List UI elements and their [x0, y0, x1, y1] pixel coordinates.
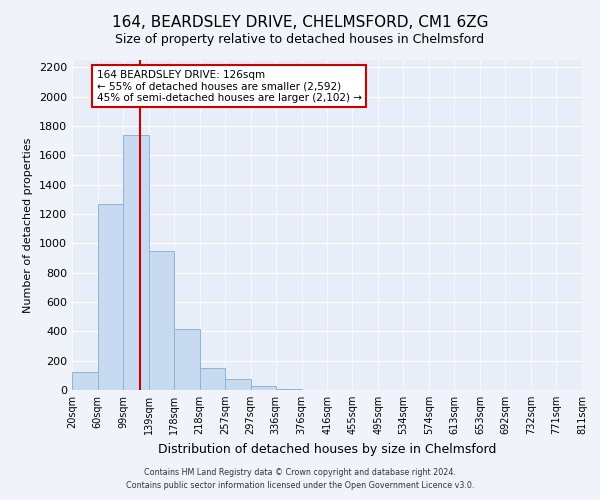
Bar — [225, 379, 251, 390]
Bar — [251, 386, 276, 390]
Bar — [149, 250, 174, 390]
Bar — [98, 204, 123, 390]
Bar — [72, 372, 98, 390]
Text: Contains HM Land Registry data © Crown copyright and database right 2024.
Contai: Contains HM Land Registry data © Crown c… — [126, 468, 474, 490]
Text: 164 BEARDSLEY DRIVE: 126sqm
← 55% of detached houses are smaller (2,592)
45% of : 164 BEARDSLEY DRIVE: 126sqm ← 55% of det… — [97, 70, 362, 102]
Text: Size of property relative to detached houses in Chelmsford: Size of property relative to detached ho… — [115, 32, 485, 46]
X-axis label: Distribution of detached houses by size in Chelmsford: Distribution of detached houses by size … — [158, 442, 496, 456]
Y-axis label: Number of detached properties: Number of detached properties — [23, 138, 34, 312]
Bar — [123, 135, 149, 390]
Bar — [174, 329, 200, 390]
Bar — [200, 368, 225, 390]
Bar — [276, 388, 302, 390]
Text: 164, BEARDSLEY DRIVE, CHELMSFORD, CM1 6ZG: 164, BEARDSLEY DRIVE, CHELMSFORD, CM1 6Z… — [112, 15, 488, 30]
